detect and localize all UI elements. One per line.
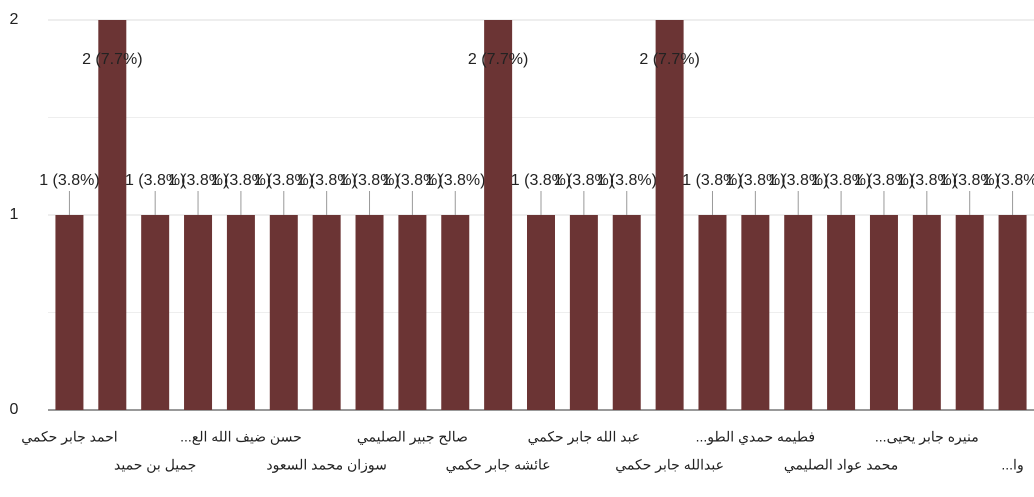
bar <box>98 20 127 410</box>
x-tick-label: جميل بن حميد <box>114 457 196 474</box>
bar <box>184 215 213 410</box>
x-tick-label: احمد جابر حكمي <box>21 429 117 446</box>
x-tick-label: عبدالله جابر حكمي <box>615 457 724 474</box>
value-label: 1 (3.8%) <box>39 172 99 189</box>
value-label: 1 (3.8%) <box>811 172 871 189</box>
bar <box>484 20 513 410</box>
bar <box>827 215 856 410</box>
x-tick-label: سوزان محمد السعود <box>266 457 387 474</box>
x-tick-label: صالح جبير الصليمي <box>357 429 468 446</box>
bar <box>784 215 813 410</box>
bar <box>141 215 170 410</box>
bar <box>55 215 84 410</box>
value-label: 1 (3.8%) <box>382 172 442 189</box>
value-label: 1 (3.8%) <box>982 172 1034 189</box>
bar <box>441 215 470 410</box>
value-label: 1 (3.8%) <box>854 172 914 189</box>
y-tick-label: 1 <box>10 206 19 223</box>
y-tick-label: 0 <box>10 401 19 418</box>
bar <box>355 215 384 410</box>
value-label: 1 (3.8%) <box>597 172 657 189</box>
value-label: 1 (3.8%) <box>768 172 828 189</box>
bar <box>226 215 255 410</box>
bar <box>527 215 555 410</box>
bar <box>869 215 898 410</box>
value-label: 1 (3.8%) <box>125 172 185 189</box>
x-tick-label: حسن ضيف الله الع... <box>180 429 302 446</box>
x-tick-label: منيره جابر يحيى... <box>875 429 979 446</box>
value-label: 1 (3.8%) <box>168 172 228 189</box>
x-tick-label: عائشه جابر حكمي <box>446 457 551 474</box>
value-label: 1 (3.8%) <box>296 172 356 189</box>
value-label: 2 (7.7%) <box>82 51 142 68</box>
bar <box>269 215 298 410</box>
bar <box>698 215 727 410</box>
bar <box>312 215 341 410</box>
bar <box>398 215 427 410</box>
value-label: 1 (3.8%) <box>254 172 314 189</box>
value-label: 2 (7.7%) <box>468 51 528 68</box>
x-tick-label: فطيمه حمدي الطو... <box>696 429 815 446</box>
value-label: 1 (3.8%) <box>425 172 485 189</box>
bar <box>569 215 598 410</box>
bar <box>955 215 984 410</box>
value-label: 1 (3.8%) <box>725 172 785 189</box>
x-tick-label: عبد الله جابر حكمي <box>528 429 641 446</box>
bar <box>912 215 941 410</box>
value-label: 1 (3.8%) <box>554 172 614 189</box>
y-tick-label: 2 <box>10 11 19 28</box>
value-label: 1 (3.8%) <box>511 172 571 189</box>
value-label: 1 (3.8%) <box>211 172 271 189</box>
bar <box>612 215 641 410</box>
value-label: 1 (3.8%) <box>939 172 999 189</box>
value-label: 2 (7.7%) <box>639 51 699 68</box>
value-label: 1 (3.8%) <box>682 172 742 189</box>
value-label: 1 (3.8%) <box>897 172 957 189</box>
bar <box>655 20 684 410</box>
x-tick-label: وا... <box>1001 457 1023 474</box>
x-tick-label: محمد عواد الصليمي <box>784 457 898 474</box>
value-label: 1 (3.8%) <box>339 172 399 189</box>
bar <box>998 215 1027 410</box>
bar <box>741 215 770 410</box>
